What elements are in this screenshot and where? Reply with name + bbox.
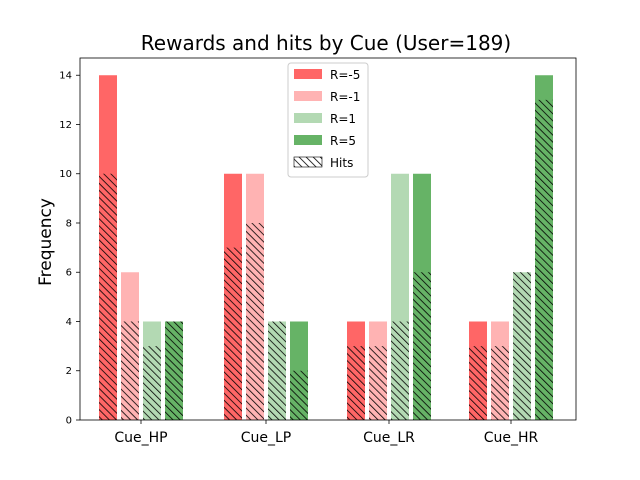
legend-swatch-R=5 [294,135,322,145]
y-tick-label: 2 [66,366,72,377]
legend-swatch-R=-5 [294,69,322,79]
x-tick-label: Cue_LR [363,430,415,446]
legend-label-R=-1: R=-1 [330,90,360,104]
hits-bar-R=-5-Cue_HP [99,173,117,420]
legend-label-R=-5: R=-5 [330,68,360,82]
hits-bar-R=1-Cue_LP [268,321,286,420]
legend-swatch-hits [293,156,323,168]
x-tick-label: Cue_HP [114,430,167,446]
legend-swatch-R=1 [294,113,322,123]
hits-bar-R=-1-Cue_LR [369,346,387,420]
y-axis: 0 2 4 6 8 10 12 14 [59,71,80,427]
hits-bar-R=1-Cue_LR [391,321,409,420]
y-tick-label: 6 [66,268,72,279]
hits-bar-R=5-Cue_LP [290,370,308,420]
legend-label-R=1: R=1 [330,112,356,126]
x-axis: Cue_HP Cue_LP Cue_LR Cue_HR [114,420,539,446]
y-tick-label: 12 [59,120,72,131]
hits-bar-R=-5-Cue_LR [347,346,365,420]
legend-label-hits: Hits [330,156,353,170]
chart-title: Rewards and hits by Cue (User=189) [141,31,511,55]
bars-group [99,75,553,420]
y-tick-label: 14 [59,71,72,82]
hits-bar-R=-1-Cue_HR [491,346,509,420]
y-tick-label: 8 [66,218,72,229]
hits-bar-R=-1-Cue_HP [121,321,139,420]
legend-swatch-R=-1 [294,91,322,101]
plot-frame [79,57,577,421]
y-tick-label: 0 [66,416,72,427]
hits-bar-R=1-Cue_HR [513,272,531,420]
y-axis-label: Frequency [36,198,56,286]
hits-bar-R=-1-Cue_LP [246,222,264,420]
x-tick-label: Cue_LP [241,430,292,446]
hits-bar-R=-5-Cue_HR [469,346,487,420]
hits-bar-R=5-Cue_LR [413,272,431,420]
hits-bar-R=-5-Cue_LP [224,247,242,420]
y-tick-label: 4 [66,317,72,328]
hits-bar-R=1-Cue_HP [143,346,161,420]
hits-bar-R=5-Cue_HR [535,99,553,420]
x-tick-label: Cue_HR [484,430,539,446]
legend-label-R=5: R=5 [330,134,356,148]
legend: R=-5 R=-1 R=1 R=5 Hits [287,62,369,178]
hits-bar-R=5-Cue_HP [165,321,183,420]
y-tick-label: 10 [59,169,72,180]
